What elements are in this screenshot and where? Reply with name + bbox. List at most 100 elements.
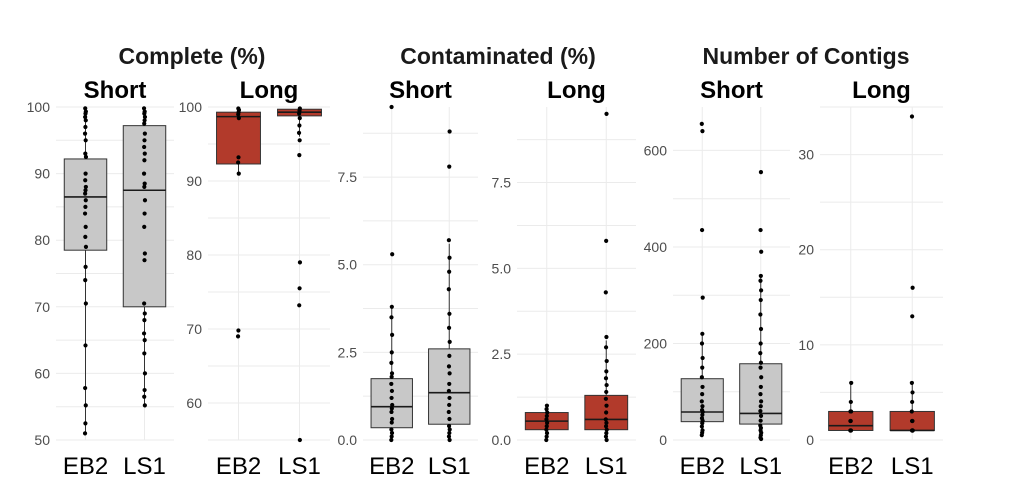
data-point <box>446 238 451 243</box>
chart-panel: 50 60 70 80 90 100 EB2 LS1 Short <box>27 77 174 480</box>
data-point <box>699 407 705 413</box>
data-point <box>83 118 88 123</box>
data-point <box>83 178 88 183</box>
data-point <box>700 404 705 409</box>
x-category-label: EB2 <box>63 453 108 480</box>
data-point <box>297 106 302 111</box>
data-point <box>83 244 89 249</box>
data-point <box>447 371 452 376</box>
data-point <box>83 264 88 269</box>
data-point <box>83 278 88 283</box>
data-point <box>389 406 394 411</box>
data-point <box>142 318 147 323</box>
data-point <box>758 408 763 414</box>
data-point <box>910 399 915 405</box>
data-point <box>604 111 609 116</box>
data-point <box>142 258 147 263</box>
data-point <box>142 224 147 229</box>
panel-title: Long <box>547 77 606 104</box>
data-point <box>910 285 915 290</box>
data-point <box>446 364 452 369</box>
panel-title: Short <box>389 77 452 104</box>
data-point <box>142 118 147 123</box>
data-point <box>142 387 147 393</box>
data-point <box>82 431 88 436</box>
data-point <box>447 402 452 408</box>
data-point <box>604 382 609 388</box>
data-point <box>142 311 147 316</box>
panel-title: Long <box>240 77 299 104</box>
panel-title: Short <box>84 77 147 104</box>
chart-panel: 0 10 20 30 EB2 LS1 Long <box>798 77 943 480</box>
x-category-label: EB2 <box>216 453 261 480</box>
data-point <box>758 384 763 390</box>
data-point <box>83 403 88 408</box>
data-point <box>83 114 88 120</box>
data-point <box>909 380 914 386</box>
data-point <box>235 334 241 339</box>
data-point <box>909 114 915 119</box>
data-point <box>544 431 550 436</box>
data-point <box>236 155 241 160</box>
y-tick-label: 0.0 <box>338 432 358 448</box>
data-point <box>447 395 452 401</box>
data-point <box>758 278 763 283</box>
data-point <box>83 171 88 176</box>
data-point <box>297 116 302 121</box>
data-point <box>297 437 302 443</box>
y-tick-label: 50 <box>34 432 50 448</box>
data-point <box>446 287 451 292</box>
data-point <box>447 129 452 134</box>
data-point <box>236 160 241 165</box>
y-tick-label: 200 <box>644 335 668 351</box>
data-point <box>447 255 452 260</box>
data-point <box>910 390 915 395</box>
data-point <box>699 227 705 233</box>
group-title-contigs: Number of Contigs <box>703 43 910 69</box>
x-category-label: LS1 <box>739 453 782 480</box>
x-category-label: LS1 <box>585 453 628 480</box>
data-point <box>446 434 452 439</box>
chart-panel: 0.0 2.5 5.0 7.5 EB2 LS1 Short <box>338 77 478 480</box>
data-point <box>142 151 147 156</box>
y-tick-label: 60 <box>34 365 50 381</box>
data-point <box>446 388 451 394</box>
data-point <box>142 109 147 114</box>
data-point <box>699 341 705 346</box>
y-tick-label: 100 <box>27 99 51 115</box>
chart-panel: 60 70 80 90 100 EB2 LS1 Long <box>179 77 330 480</box>
data-point <box>758 423 763 428</box>
data-point <box>297 303 302 308</box>
data-point <box>142 338 147 343</box>
data-point <box>142 184 147 190</box>
data-point <box>389 381 394 387</box>
y-tick-label: 70 <box>186 321 202 337</box>
data-point <box>545 410 550 415</box>
panel-title: Long <box>852 77 911 104</box>
data-point <box>544 417 549 422</box>
data-point <box>83 124 88 130</box>
data-point <box>699 416 705 421</box>
data-point <box>700 384 705 390</box>
data-point <box>544 407 549 412</box>
data-point <box>700 392 705 397</box>
data-point <box>83 154 89 160</box>
data-point <box>296 130 302 135</box>
data-point <box>603 424 609 429</box>
data-point <box>699 399 704 404</box>
data-point <box>603 396 608 401</box>
data-point <box>141 331 147 336</box>
data-point <box>699 375 704 380</box>
data-point <box>142 114 148 120</box>
data-point <box>700 331 705 336</box>
data-point <box>604 410 609 415</box>
data-point <box>604 427 609 432</box>
data-point <box>83 224 88 229</box>
y-tick-label: 20 <box>798 242 814 258</box>
data-point <box>700 129 705 134</box>
y-tick-label: 60 <box>186 395 202 411</box>
data-point <box>603 290 608 295</box>
data-point <box>447 339 452 344</box>
